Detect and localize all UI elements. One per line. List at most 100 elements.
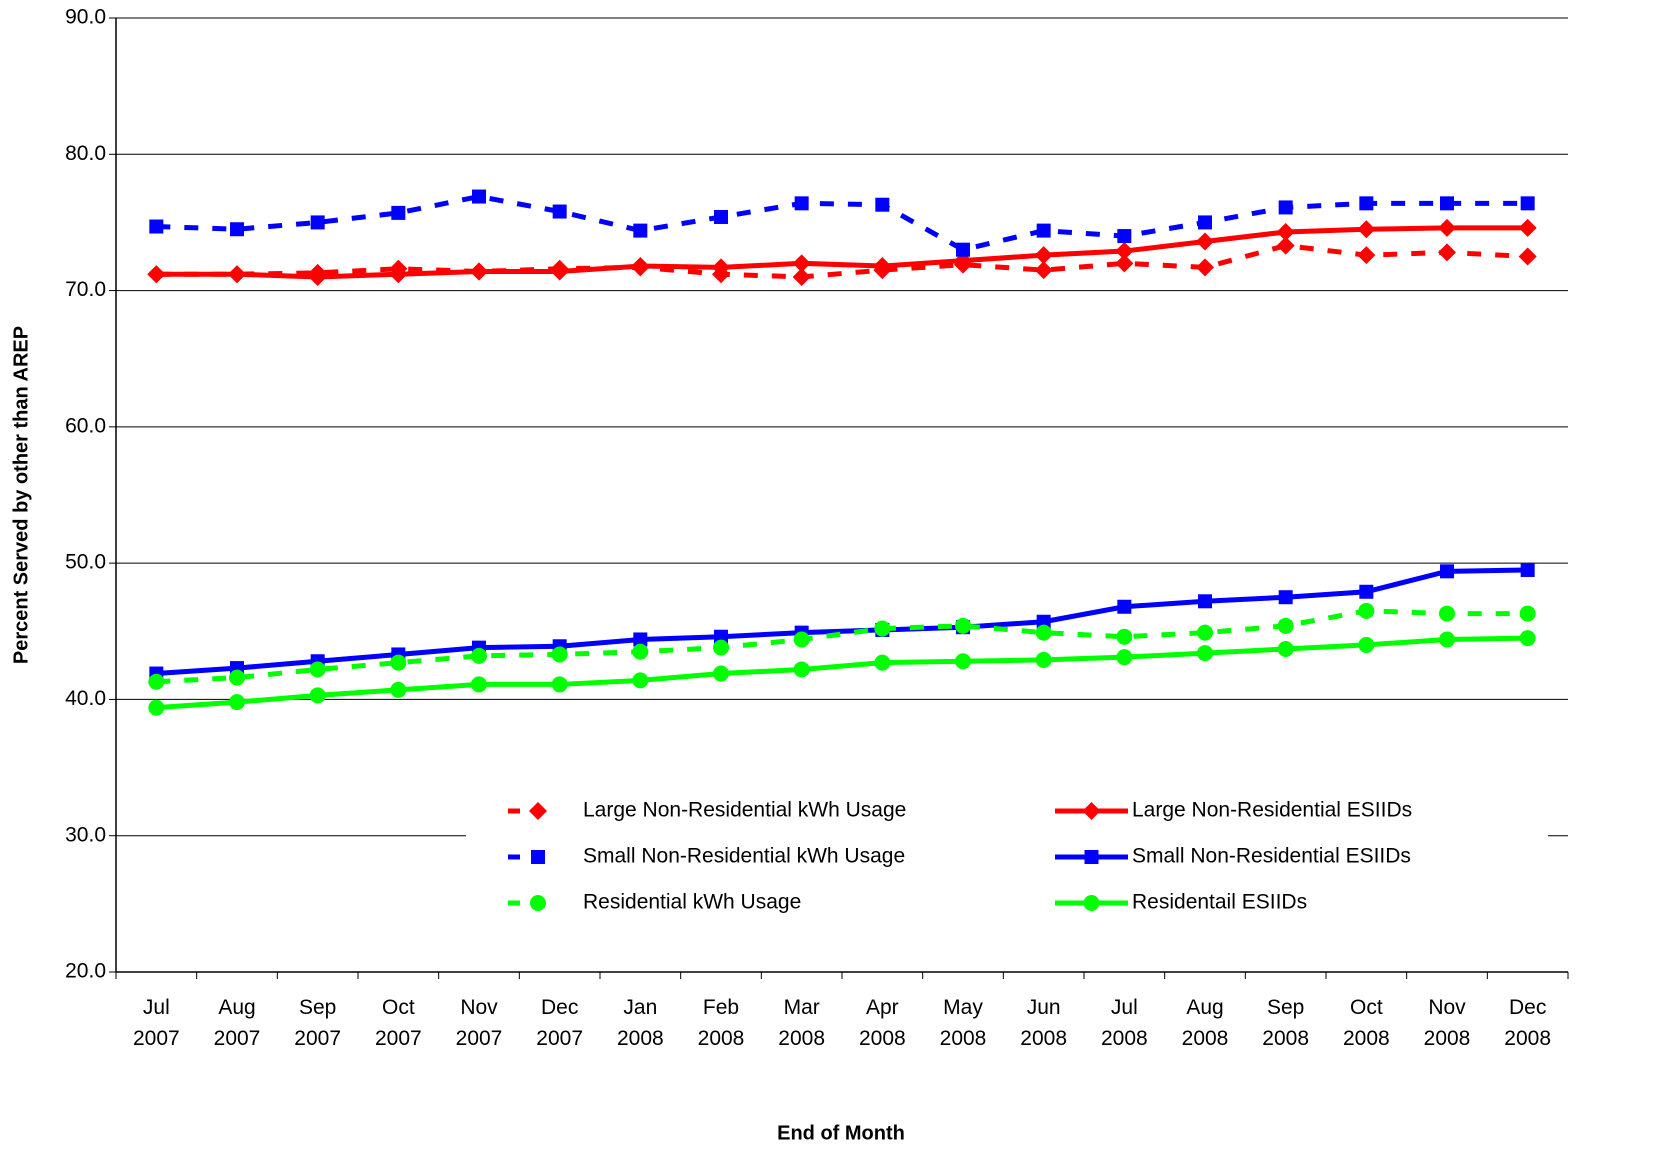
- marker: [712, 258, 730, 277]
- marker: [955, 617, 971, 634]
- legend-label: Large Non-Residential ESIIDs: [1132, 799, 1412, 822]
- x-tick-label: Oct 2008: [1343, 996, 1390, 1050]
- y-tick-label: 70.0: [65, 278, 106, 301]
- marker: [1198, 594, 1212, 609]
- marker: [1036, 223, 1051, 238]
- marker: [1440, 564, 1454, 579]
- legend-label: Small Non-Residential ESIIDs: [1132, 845, 1411, 868]
- marker: [552, 204, 567, 219]
- marker: [956, 242, 970, 257]
- marker: [1116, 628, 1133, 645]
- series-line: [156, 608, 1528, 685]
- y-tick-label: 40.0: [65, 687, 106, 710]
- y-tick-label: 60.0: [65, 414, 106, 437]
- marker: [148, 699, 165, 716]
- marker: [1036, 614, 1051, 629]
- series-line: [156, 635, 1528, 711]
- x-tick-label: Sep 2008: [1262, 996, 1309, 1050]
- marker: [1358, 602, 1375, 619]
- x-tick-label: Jan 2008: [617, 996, 664, 1050]
- marker: [309, 661, 326, 678]
- marker: [1357, 220, 1376, 239]
- series-line: [156, 567, 1528, 677]
- x-tick-label: Dec 2008: [1504, 996, 1551, 1050]
- marker: [794, 196, 809, 211]
- marker: [713, 665, 729, 682]
- marker: [1197, 645, 1213, 662]
- marker: [954, 251, 972, 270]
- legend: Large Non-Residential kWh Usage Large Non…: [466, 778, 1548, 934]
- marker: [1277, 617, 1294, 634]
- marker: [390, 681, 407, 698]
- marker: [1198, 215, 1212, 230]
- x-tick-label: Feb 2008: [698, 996, 745, 1050]
- marker: [793, 631, 810, 648]
- marker: [1277, 641, 1294, 658]
- x-tick-label: Mar 2008: [778, 996, 825, 1050]
- marker: [874, 620, 891, 637]
- marker: [1117, 229, 1132, 244]
- x-axis-label: End of Month: [777, 1122, 905, 1144]
- marker: [1439, 631, 1455, 648]
- marker: [229, 669, 245, 686]
- x-tick-label: Nov 2007: [456, 996, 503, 1050]
- marker: [713, 639, 729, 656]
- series-line: [156, 193, 1528, 253]
- marker: [551, 676, 568, 693]
- legend-label: Residentail ESIIDs: [1132, 891, 1307, 914]
- marker: [1117, 599, 1132, 614]
- marker: [1035, 651, 1052, 668]
- legend-label: Large Non-Residential kWh Usage: [583, 799, 906, 822]
- marker: [470, 262, 488, 281]
- series-line: [156, 225, 1528, 280]
- y-tick-label: 20.0: [65, 960, 106, 983]
- marker: [551, 646, 568, 663]
- marker: [1115, 254, 1134, 273]
- marker: [1276, 222, 1295, 241]
- marker: [1520, 196, 1535, 211]
- marker: [875, 197, 890, 212]
- marker: [229, 694, 245, 711]
- x-tick-label: Jul 2007: [133, 996, 180, 1050]
- x-tick-label: Aug 2007: [214, 996, 261, 1050]
- marker: [1278, 200, 1293, 215]
- marker: [1278, 590, 1293, 605]
- x-tick-label: Sep 2007: [294, 996, 341, 1050]
- marker: [391, 205, 406, 220]
- marker: [530, 895, 546, 911]
- marker: [228, 265, 246, 284]
- marker: [1439, 605, 1455, 622]
- marker: [633, 632, 648, 647]
- marker: [147, 265, 166, 284]
- marker: [550, 262, 569, 281]
- marker: [793, 661, 810, 678]
- marker: [1196, 258, 1214, 277]
- x-tick-label: Apr 2008: [859, 996, 906, 1050]
- marker: [714, 629, 728, 644]
- x-tick-label: Oct 2007: [375, 996, 422, 1050]
- y-tick-label: 80.0: [65, 142, 106, 165]
- series-line: [156, 243, 1528, 280]
- marker: [389, 265, 408, 284]
- legend-label: Small Non-Residential kWh Usage: [583, 845, 905, 868]
- marker: [1083, 895, 1100, 911]
- marker: [1519, 605, 1536, 622]
- marker: [308, 267, 327, 286]
- marker: [1082, 802, 1101, 820]
- marker: [1115, 242, 1134, 261]
- marker: [1518, 218, 1537, 237]
- marker: [1196, 232, 1214, 251]
- marker: [472, 189, 486, 204]
- marker: [632, 643, 649, 660]
- marker: [633, 223, 648, 238]
- marker: [1034, 246, 1053, 265]
- marker: [529, 802, 547, 820]
- marker: [1440, 196, 1454, 211]
- marker: [1357, 246, 1376, 265]
- marker: [471, 676, 487, 693]
- marker: [792, 254, 811, 273]
- x-tick-label: Dec 2007: [536, 996, 583, 1050]
- marker: [1519, 630, 1536, 647]
- marker: [309, 687, 326, 704]
- marker: [955, 653, 971, 670]
